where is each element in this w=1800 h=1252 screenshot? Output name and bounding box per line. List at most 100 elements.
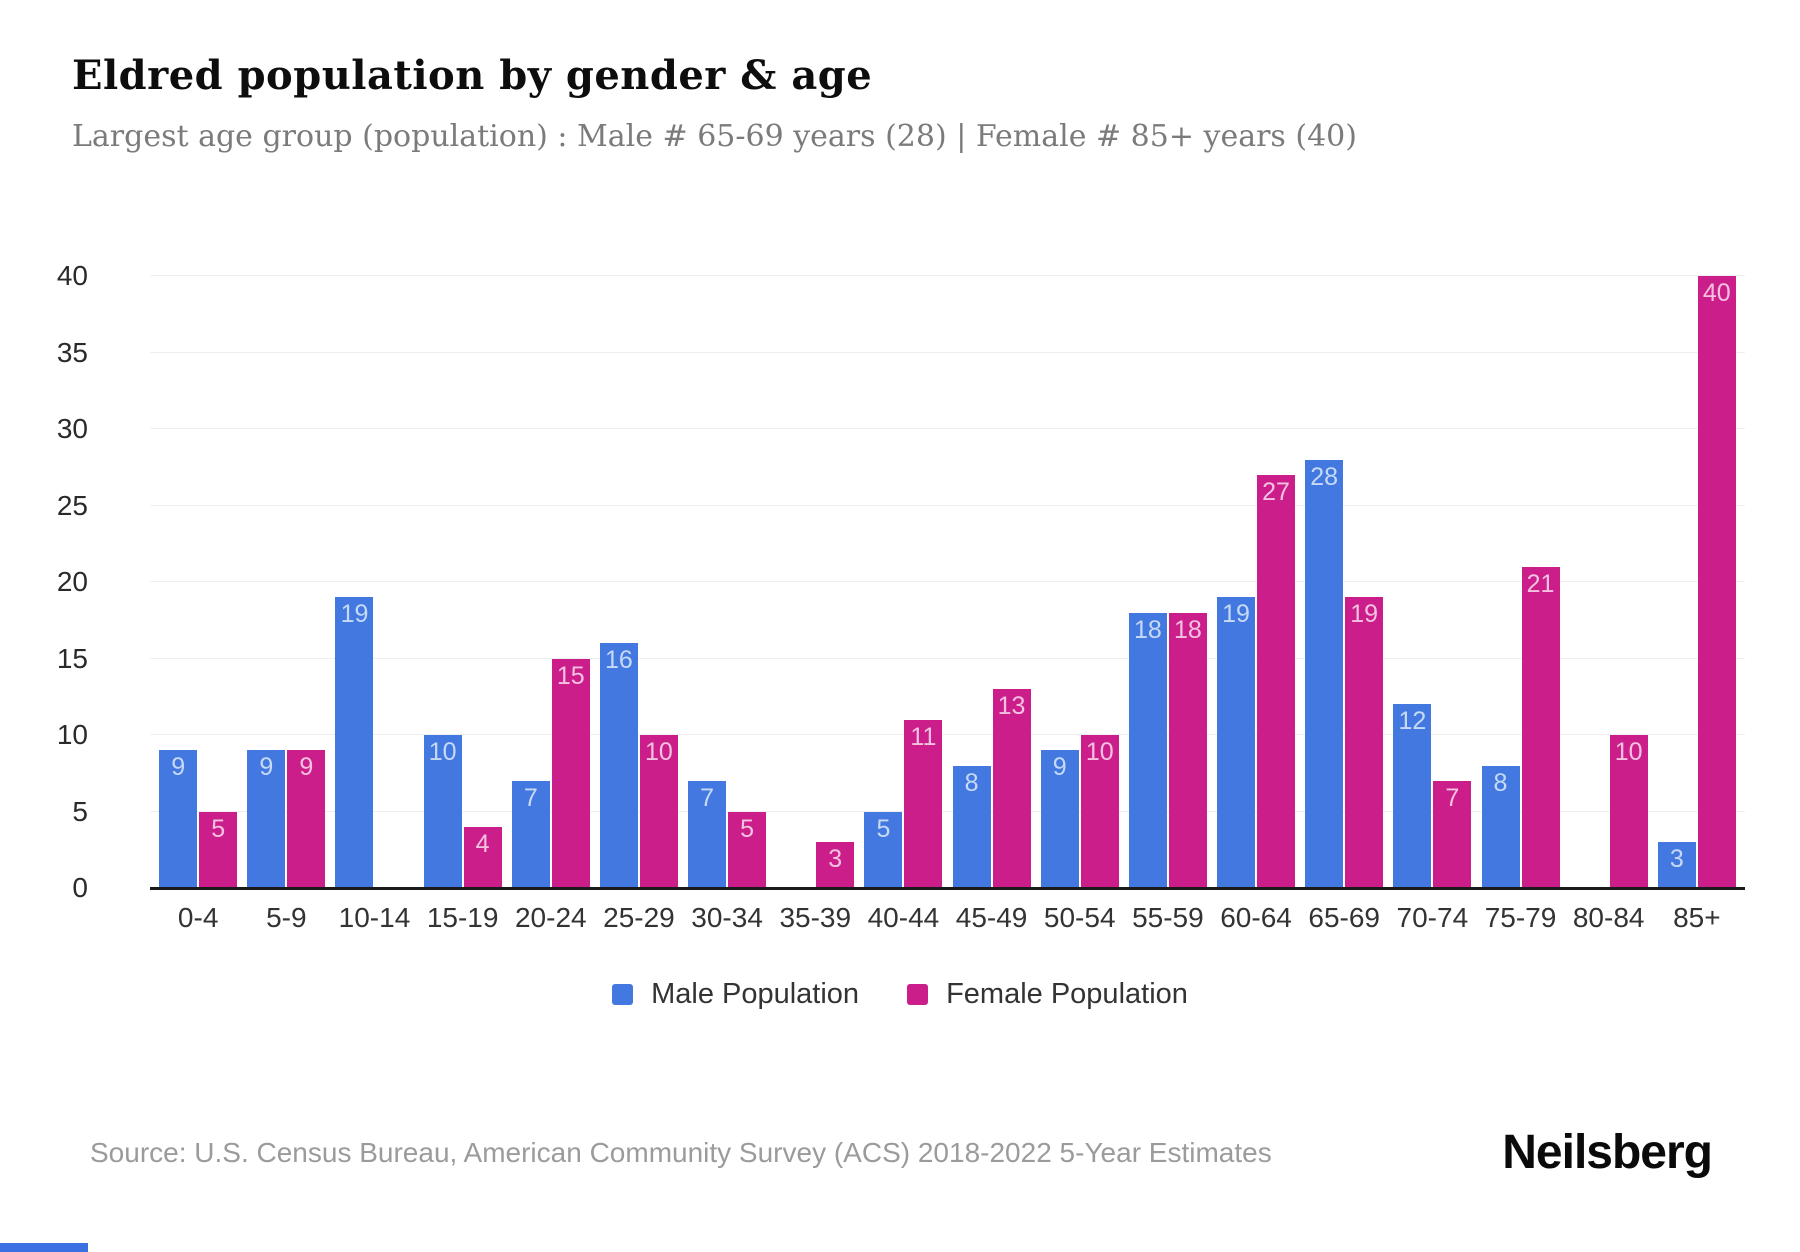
bar-male-5-9: 9 [247,750,286,888]
x-axis-label-75-79: 75-79 [1484,902,1557,933]
bar-female-25-29: 10 [639,735,678,888]
bar-value-label: 7 [1445,783,1460,812]
x-axis-label-45-49: 45-49 [955,902,1028,933]
bar-female-60-64: 27 [1257,474,1296,888]
x-axis-label-65-69: 65-69 [1308,902,1380,933]
bar-group-85+: 3 40 [1657,276,1737,888]
bar-female-30-34: 5 [728,811,767,888]
bar-female-70-74: 7 [1433,780,1472,888]
bar-value-label: 10 [645,738,673,766]
bar-value-label: 18 [1133,615,1162,644]
bar-value-label: 9 [259,753,274,782]
bar-value-label: 8 [1493,768,1508,797]
legend-swatch-female [907,984,929,1005]
bar-value-label: 7 [523,783,538,812]
bar-female-85+: 40 [1697,276,1736,888]
bar-female-40-44: 11 [904,719,943,888]
legend-item-female: Female Population [907,978,1188,1011]
x-axis-label-15-19: 15-19 [426,902,499,933]
x-axis-label-30-34: 30-34 [691,902,763,933]
y-axis-label: 25 [56,489,88,521]
bar-value-label: 16 [605,646,633,675]
x-axis-label-70-74: 70-74 [1396,902,1469,933]
bar-value-label: 5 [740,814,755,843]
bar-value-label: 5 [211,814,226,843]
bar-female-20-24: 15 [551,658,590,888]
bar-female-75-79: 21 [1521,566,1560,888]
bar-group-45-49: 8 13 [952,276,1032,888]
x-axis-label-60-64: 60-64 [1220,902,1292,933]
gridline [150,734,1745,735]
y-axis-label: 40 [56,260,88,291]
bar-value-label: 40 [1702,279,1731,307]
bar-group-70-74: 12 7 [1392,276,1472,888]
bar-value-label: 8 [964,768,979,797]
bar-male-40-44: 5 [864,811,903,888]
bar-value-label: 10 [428,738,457,766]
bar-male-75-79: 8 [1481,765,1520,888]
bar-value-label: 13 [997,692,1026,721]
bottom-accent-strip [0,1243,88,1252]
bar-female-45-49: 13 [992,689,1031,888]
x-axis-label-50-54: 50-54 [1043,902,1116,933]
bar-female-55-59: 18 [1168,612,1207,888]
bar-value-label: 19 [1222,600,1250,629]
bar-value-label: 3 [828,845,843,874]
x-axis-label-85+: 85+ [1673,902,1721,933]
x-axis-label-80-84: 80-84 [1572,902,1645,933]
bar-value-label: 9 [171,753,186,782]
bar-male-30-34: 7 [688,780,727,888]
bar-female-15-19: 4 [463,826,502,888]
legend-swatch-male [612,984,634,1005]
bar-value-label: 19 [1350,600,1379,629]
bar-group-50-54: 9 10 [1040,276,1120,888]
bar-value-label: 21 [1526,569,1555,598]
x-axis-label-55-59: 55-59 [1132,902,1204,933]
page-title: Eldred population by gender & age [72,52,873,99]
bar-value-label: 10 [1085,738,1114,766]
gridline [150,351,1745,353]
bar-value-label: 9 [299,753,314,782]
bar-value-label: 9 [1052,753,1067,782]
bar-group-40-44: 5 11 [863,276,943,888]
x-axis-label-0-4: 0-4 [177,902,219,933]
x-axis-label-10-14: 10-14 [338,902,411,933]
neilsberg-logo: Neilsberg [1502,1126,1713,1179]
bar-group-35-39: 3 [775,276,855,888]
bar-value-label: 18 [1173,615,1202,644]
bar-value-label: 27 [1262,477,1290,506]
bar-female-5-9: 9 [287,750,326,888]
x-axis-labels: 0-4 5-9 10-14 15-19 20-24 25-29 30-34 35-39 40-4… [150,902,1745,934]
x-axis-label-5-9: 5-9 [266,902,307,933]
y-axis-label: 20 [56,566,88,597]
bar-male-0-4: 9 [159,750,198,888]
bar-group-20-24: 7 15 [511,276,591,888]
y-axis-label: 5 [72,795,88,827]
bar-group-75-79: 8 21 [1481,276,1561,888]
bar-value-label: 19 [340,600,369,629]
gridline [150,581,1745,582]
bar-male-60-64: 19 [1217,597,1256,888]
y-axis-label: 35 [56,336,88,368]
bar-female-35-39: 3 [816,842,855,888]
x-axis-label-35-39: 35-39 [779,902,852,933]
bar-value-label: 10 [1614,738,1643,766]
y-axis-label: 30 [56,413,88,444]
bar-value-label: 11 [910,722,937,751]
y-axis-label: 15 [56,642,88,674]
bar-group-60-64: 19 27 [1216,276,1296,888]
bar-female-0-4: 5 [199,811,238,888]
bar-male-25-29: 16 [599,643,638,888]
bar-male-55-59: 18 [1128,612,1167,888]
bar-female-65-69: 19 [1345,597,1384,888]
chart: 0 5 10 15 20 25 30 35 40 9 5 9 9 19 10 4 7 15 16 10 7 5 3 5 11 8… [57,260,1745,903]
gridline [150,657,1745,659]
legend: Male Population Female Population [0,978,1800,1011]
bar-group-25-29: 16 10 [599,276,679,888]
bar-group-15-19: 10 4 [423,276,503,888]
x-axis-label-40-44: 40-44 [867,902,940,933]
gridline [150,275,1745,276]
gridline [150,504,1745,506]
